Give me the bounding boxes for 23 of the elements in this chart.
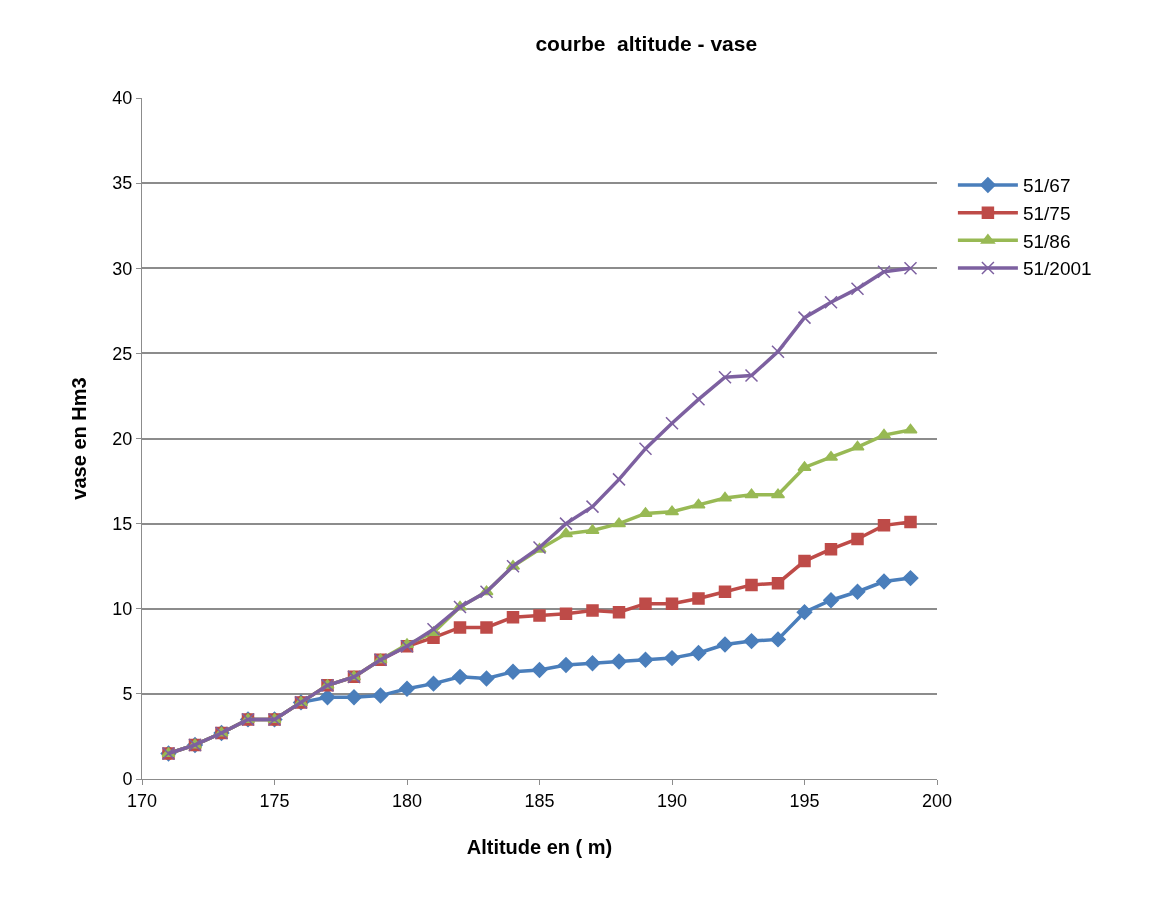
y-tick-label: 35 bbox=[112, 173, 133, 194]
y-tick-label: 40 bbox=[112, 88, 133, 109]
legend-label: 51/67 bbox=[1022, 175, 1071, 197]
x-tick-label: 195 bbox=[789, 790, 820, 811]
y-axis-title: vase en Hm3 bbox=[67, 377, 90, 500]
legend-label: 51/75 bbox=[1022, 203, 1071, 225]
y-tick-label: 30 bbox=[112, 258, 133, 279]
chart-title: courbe altitude - vase bbox=[535, 32, 758, 56]
y-tick-label: 0 bbox=[122, 769, 133, 790]
y-tick-label: 5 bbox=[122, 684, 133, 705]
legend-label: 51/86 bbox=[1022, 230, 1071, 252]
x-axis-title: Altitude en ( m) bbox=[466, 836, 613, 859]
x-tick-label: 185 bbox=[524, 790, 555, 811]
y-tick-label: 10 bbox=[112, 599, 133, 620]
y-tick-label: 20 bbox=[112, 428, 133, 449]
x-tick-label: 175 bbox=[259, 790, 290, 811]
x-tick-label: 170 bbox=[126, 790, 158, 811]
legend-label: 51/2001 bbox=[1022, 258, 1092, 280]
x-tick-label: 180 bbox=[391, 790, 423, 811]
y-tick-label: 15 bbox=[112, 513, 133, 534]
x-tick-label: 190 bbox=[656, 790, 688, 811]
x-tick-label: 200 bbox=[921, 790, 953, 811]
y-tick-label: 25 bbox=[112, 343, 133, 364]
